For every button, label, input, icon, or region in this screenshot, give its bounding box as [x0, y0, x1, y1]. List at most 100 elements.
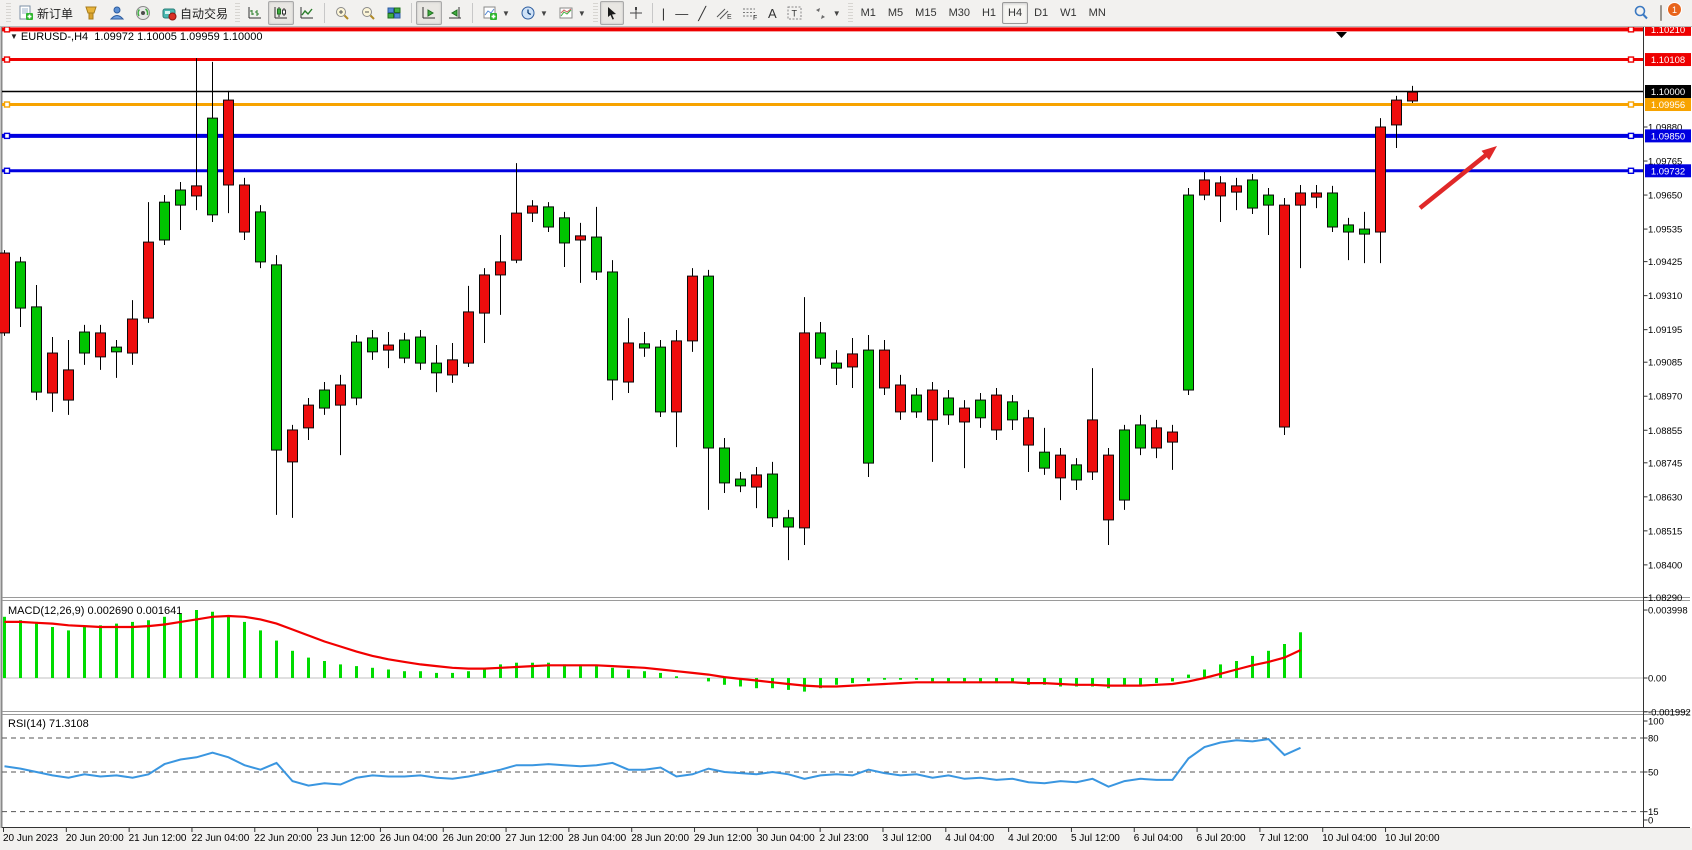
toolbar-grip[interactable]	[235, 3, 241, 23]
candle	[127, 318, 138, 354]
arrows-tool-button[interactable]: ▼	[808, 1, 846, 25]
timeframe-m5[interactable]: M5	[887, 7, 904, 19]
price-tick-label: 1.09195	[1648, 325, 1682, 336]
candle	[335, 384, 346, 406]
time-tick-label: 7 Jul 12:00	[1259, 833, 1308, 844]
candle	[735, 478, 746, 487]
price-tick-label: 1.09650	[1648, 191, 1682, 202]
periods-button[interactable]: ▼	[515, 1, 553, 25]
price-tick-label: 1.08400	[1648, 560, 1682, 571]
tile-windows-button[interactable]	[381, 1, 407, 25]
channel-tool-button[interactable]: E	[711, 1, 737, 25]
rsi-axis-label: 100	[1648, 717, 1664, 728]
text-label-icon: T	[787, 6, 802, 20]
time-tick-label: 5 Jul 12:00	[1071, 833, 1120, 844]
candle	[1183, 194, 1194, 391]
line-handle[interactable]	[1627, 26, 1635, 33]
candle	[1087, 419, 1098, 473]
candle	[223, 99, 234, 186]
chart-shift-button[interactable]	[442, 1, 468, 25]
line-handle[interactable]	[1627, 167, 1635, 174]
text-tool-button[interactable]: A	[763, 1, 782, 25]
rsi-axis-label: 0	[1648, 816, 1653, 827]
horizontal-line-tool-button[interactable]: —	[670, 1, 693, 25]
line-handle[interactable]	[1627, 56, 1635, 63]
search-button[interactable]	[1627, 1, 1655, 25]
candle	[495, 261, 506, 276]
price-line-label-box	[1645, 129, 1691, 143]
line-handle[interactable]	[3, 56, 11, 63]
line-handle[interactable]	[3, 101, 11, 108]
auto-trading-icon	[162, 8, 177, 21]
fibonacci-tool-button[interactable]: F	[737, 1, 763, 25]
crosshair-tool-button[interactable]	[624, 1, 648, 25]
time-tick-label: 30 Jun 04:00	[757, 833, 815, 844]
candle	[367, 337, 378, 353]
candle	[255, 211, 266, 263]
bar-chart-button[interactable]	[242, 1, 268, 25]
line-handle[interactable]	[3, 26, 11, 33]
line-handle[interactable]	[1627, 132, 1635, 140]
trendline-tool-button[interactable]: ╱	[693, 1, 711, 25]
candle	[1247, 179, 1258, 209]
candle	[415, 336, 426, 364]
zoom-out-button[interactable]	[355, 1, 381, 25]
candle	[799, 332, 810, 529]
text-label-tool-button[interactable]: T	[782, 1, 808, 25]
time-tick-label: 6 Jul 20:00	[1197, 833, 1246, 844]
templates-button[interactable]: ▼	[553, 1, 591, 25]
toolbar-grip[interactable]	[592, 3, 598, 23]
accounts-button[interactable]	[104, 1, 130, 25]
timeframe-m1[interactable]: M1	[860, 7, 876, 19]
crosshair-icon	[629, 7, 642, 19]
candle	[1071, 464, 1082, 481]
line-handle[interactable]	[3, 132, 11, 140]
tile-windows-icon	[387, 7, 401, 19]
timeframe-d1[interactable]: D1	[1034, 7, 1049, 19]
auto-trading-button[interactable]: 自动交易	[156, 1, 233, 25]
candle	[767, 473, 778, 519]
candle	[143, 241, 154, 319]
candle	[607, 271, 618, 381]
periods-caret-icon: ▼	[539, 8, 548, 18]
price-tick-label: 1.09425	[1648, 257, 1682, 268]
line-handle[interactable]	[1627, 101, 1635, 108]
timeframe-m15[interactable]: M15	[915, 7, 937, 19]
line-handle[interactable]	[3, 167, 11, 174]
rsi-axis-label: 15	[1648, 807, 1659, 818]
cursor-tool-button[interactable]	[599, 1, 624, 25]
candle	[815, 332, 826, 359]
price-tick-label: 1.09085	[1648, 358, 1682, 369]
signals-button[interactable]	[130, 1, 156, 25]
trend-arrow-line[interactable]	[1418, 153, 1488, 210]
timeframe-group: M1 M5 M15 M30 H1 H4 D1 W1 MN	[855, 2, 1112, 24]
notifications-button[interactable]: 1	[1655, 1, 1682, 25]
timeframe-mn[interactable]: MN	[1088, 7, 1106, 19]
toolbar-grip[interactable]	[6, 3, 11, 23]
price-line-label: 1.10210	[1651, 25, 1685, 36]
timeframe-h4[interactable]: H4	[1002, 2, 1029, 24]
candle	[703, 275, 714, 449]
zoom-in-button[interactable]	[329, 1, 355, 25]
trend-arrow-head	[1481, 146, 1497, 161]
auto-scroll-button[interactable]	[416, 1, 443, 25]
candlestick-chart-button[interactable]	[268, 1, 295, 25]
timeframe-h1[interactable]: H1	[981, 7, 997, 19]
candle	[975, 399, 986, 419]
timeframe-m30[interactable]: M30	[948, 7, 970, 19]
timeframe-w1[interactable]: W1	[1060, 7, 1077, 19]
candle	[527, 205, 538, 214]
market-watch-button[interactable]	[78, 1, 104, 25]
rsi-line	[4, 738, 1301, 788]
toolbar-grip[interactable]	[847, 3, 853, 23]
indicators-button[interactable]: ▼	[477, 1, 515, 25]
vertical-line-tool-button[interactable]: |	[657, 1, 670, 25]
line-chart-button[interactable]	[294, 1, 320, 25]
time-tick-label: 28 Jun 20:00	[631, 833, 689, 844]
new-order-button[interactable]: 新订单	[13, 1, 78, 25]
candle	[287, 429, 298, 463]
price-tick-label: 1.09765	[1648, 157, 1682, 168]
equidistant-channel-icon: E	[716, 8, 732, 20]
